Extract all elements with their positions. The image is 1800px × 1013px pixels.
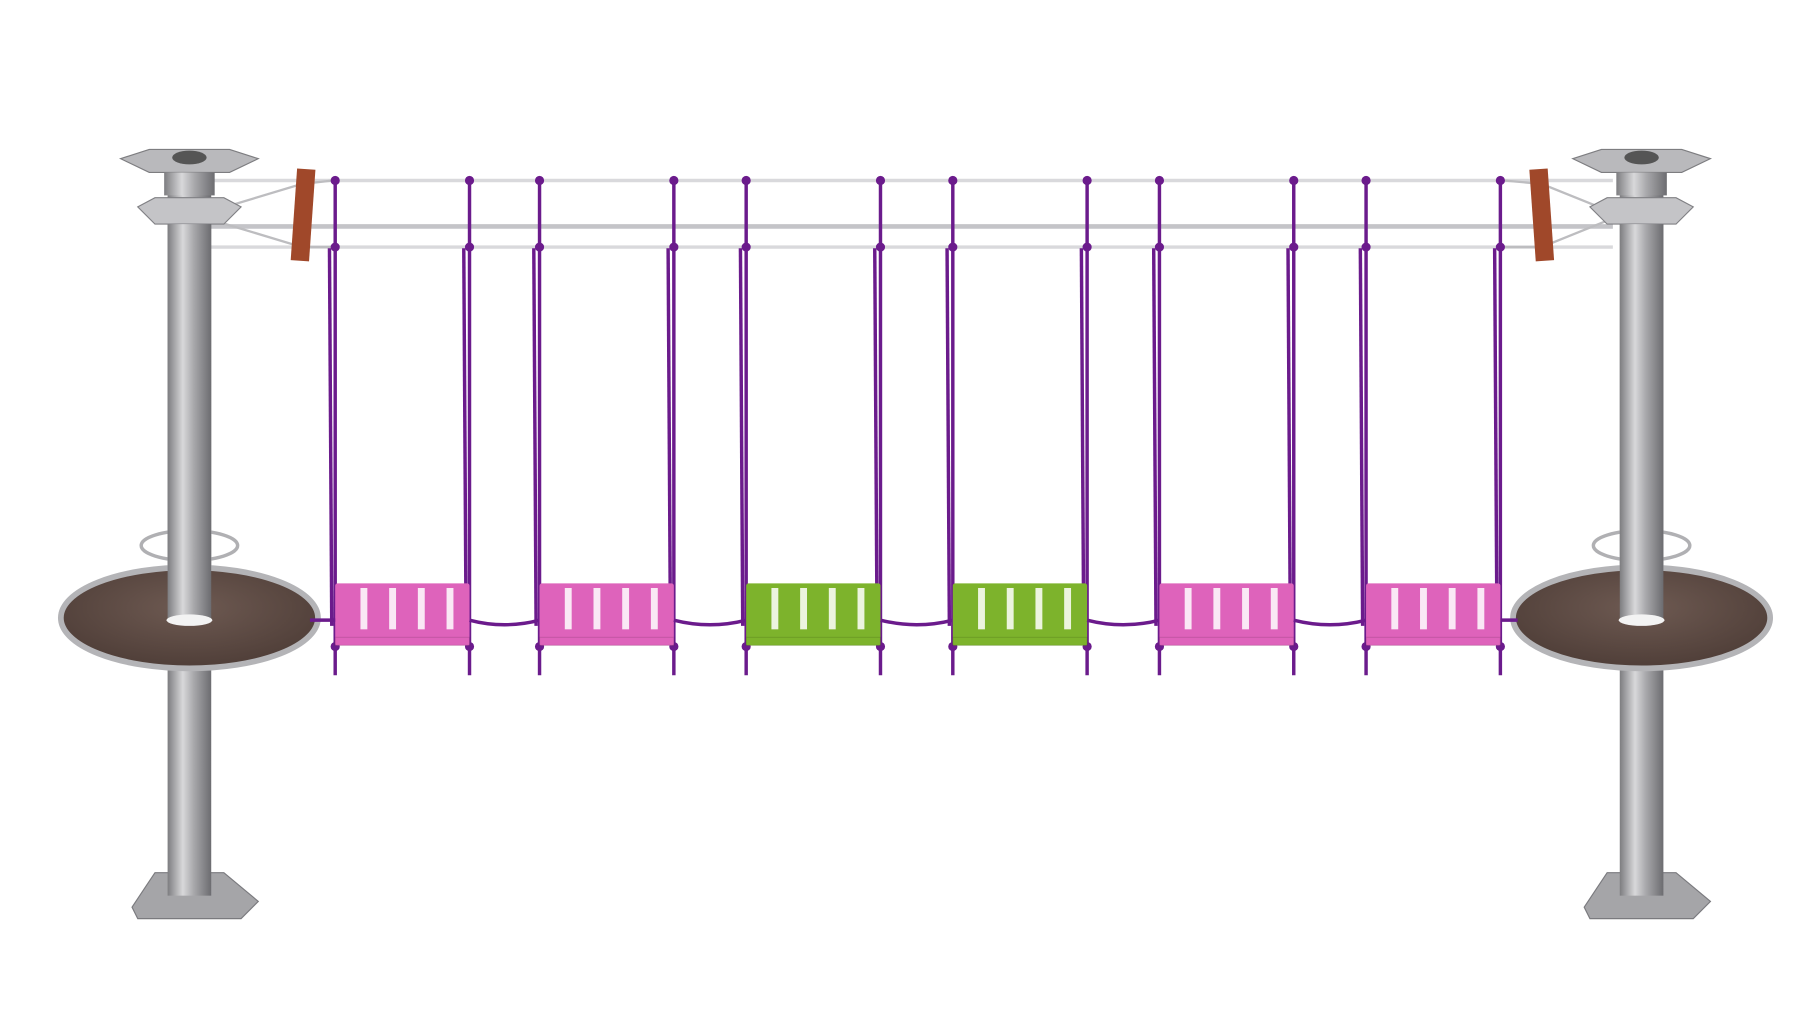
seat-slat-gap	[828, 588, 836, 630]
knot	[1361, 175, 1371, 186]
rope	[873, 248, 879, 626]
seat-edge	[1365, 636, 1501, 646]
seat-slat-gap	[1391, 588, 1399, 630]
seat-edge	[745, 636, 882, 646]
wood-bracket	[290, 168, 316, 262]
knot	[1154, 242, 1165, 252]
knot	[1361, 242, 1371, 252]
knot	[1082, 175, 1092, 186]
knot	[534, 242, 545, 252]
post-hole	[1624, 150, 1659, 165]
knot	[330, 175, 340, 186]
seat-slat-gap	[978, 588, 985, 630]
knot	[669, 175, 679, 186]
seat-edge	[538, 636, 675, 646]
knot	[1289, 175, 1299, 186]
seat-slat-gap	[771, 588, 779, 630]
post-upper	[167, 224, 212, 621]
seat-slat-gap	[446, 588, 454, 630]
seat-slat-gap	[622, 588, 630, 630]
post-hole-deck	[1618, 614, 1665, 626]
rope	[945, 248, 952, 626]
post-clamp	[136, 197, 243, 225]
rope	[1151, 248, 1158, 626]
seat-edge	[952, 636, 1088, 646]
seat-slat-gap	[360, 588, 368, 630]
seat-slat-gap	[650, 588, 658, 630]
post-clamp	[1588, 197, 1695, 225]
knot	[741, 242, 751, 252]
rope	[666, 248, 673, 626]
linking-rope	[880, 618, 954, 627]
knot	[948, 242, 958, 252]
seat-frame	[539, 583, 674, 646]
post-collar	[164, 172, 215, 196]
linking-rope	[469, 618, 540, 627]
guy-cable	[1503, 217, 1614, 249]
seat-slat-gap	[564, 588, 572, 630]
knot	[464, 175, 475, 186]
knot	[948, 175, 958, 186]
knot	[464, 242, 475, 252]
knot	[330, 242, 340, 252]
seat-slat-gap	[1213, 588, 1221, 630]
seat-slat-gap	[1242, 588, 1249, 630]
post-upper	[1619, 224, 1664, 621]
seat-slat-gap	[1420, 588, 1427, 630]
seat-slat-gap	[593, 588, 601, 630]
seat-slat-gap	[1270, 588, 1278, 630]
rope	[462, 248, 468, 626]
rope	[1079, 248, 1086, 626]
seat-frame	[952, 583, 1088, 646]
rope	[1286, 248, 1293, 626]
knot	[741, 175, 751, 186]
knot	[1082, 242, 1092, 252]
seat-frame	[746, 583, 881, 646]
rope	[1358, 248, 1365, 626]
wood-bracket	[1529, 168, 1555, 262]
seat-slat-gap	[1477, 588, 1485, 630]
knot	[669, 242, 679, 252]
post-hole	[172, 150, 207, 165]
post-hole-deck	[166, 614, 213, 626]
rope	[327, 248, 334, 626]
seat-slat-gap	[1184, 588, 1192, 630]
post-collar	[1616, 172, 1667, 196]
seat-frame	[1159, 583, 1294, 646]
seat-slat-gap	[389, 588, 397, 630]
knot	[1495, 175, 1505, 186]
seat-slat-gap	[1006, 588, 1014, 630]
rope	[1492, 248, 1499, 626]
knot	[534, 175, 545, 186]
seat-slat-gap	[1064, 588, 1072, 630]
seat-frame	[335, 583, 470, 646]
knot	[1154, 175, 1165, 186]
knot	[1495, 242, 1505, 252]
linking-rope	[673, 618, 747, 627]
seat-slat-gap	[417, 588, 425, 630]
seat-frame	[1366, 583, 1501, 646]
seat-slat-gap	[1035, 588, 1043, 630]
seat-slat-gap	[857, 588, 865, 630]
seat-edge	[334, 636, 471, 646]
rope	[532, 248, 538, 626]
knot	[875, 175, 886, 186]
knot	[1289, 242, 1299, 252]
knot	[875, 242, 886, 252]
linking-rope	[1086, 618, 1160, 627]
seat-slat-gap	[800, 588, 808, 630]
rope	[738, 248, 745, 626]
linking-rope	[1293, 618, 1367, 627]
seat-edge	[1158, 636, 1295, 646]
seat-slat-gap	[1448, 588, 1456, 630]
